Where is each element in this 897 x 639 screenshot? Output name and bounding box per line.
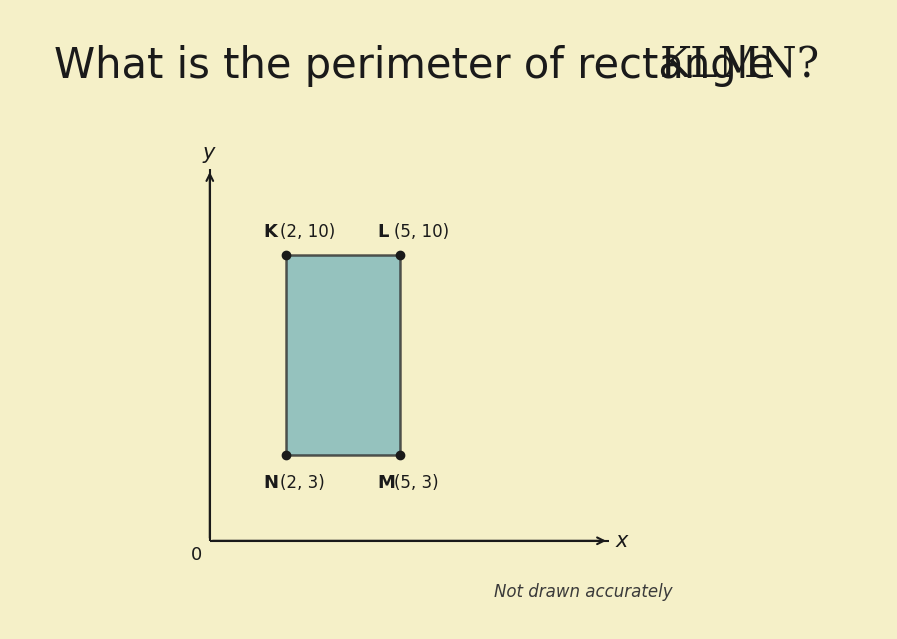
Text: 0: 0 — [191, 546, 202, 564]
Text: N: N — [263, 473, 278, 491]
Text: (5, 3): (5, 3) — [394, 473, 439, 491]
Text: (5, 10): (5, 10) — [394, 222, 449, 241]
Text: K: K — [263, 222, 277, 241]
Text: Not drawn accurately: Not drawn accurately — [493, 583, 673, 601]
Bar — [286, 255, 400, 455]
Text: KLMN?: KLMN? — [659, 45, 820, 87]
Text: L: L — [377, 222, 388, 241]
Text: (2, 3): (2, 3) — [280, 473, 325, 491]
Text: $x$: $x$ — [614, 531, 630, 551]
Text: M: M — [377, 473, 395, 491]
Text: What is the perimeter of rectangle: What is the perimeter of rectangle — [54, 45, 787, 87]
Text: (2, 10): (2, 10) — [280, 222, 335, 241]
Text: $y$: $y$ — [202, 145, 217, 165]
